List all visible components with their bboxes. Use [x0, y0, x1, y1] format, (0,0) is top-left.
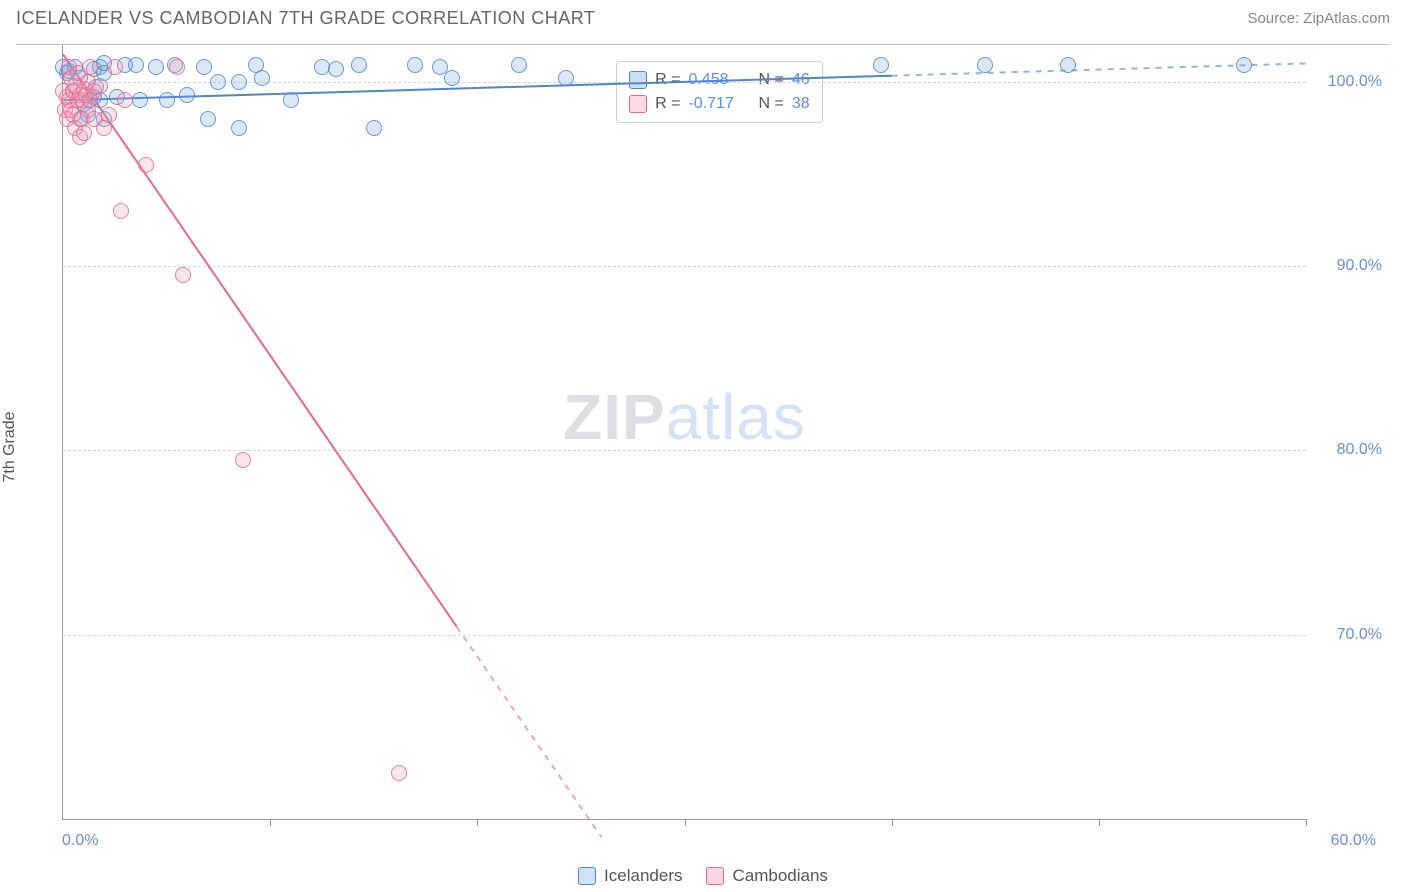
- data-point: [169, 59, 185, 75]
- x-tick: [892, 819, 893, 826]
- data-point: [235, 452, 251, 468]
- x-axis-max-label: 60.0%: [1331, 832, 1376, 850]
- data-point: [328, 61, 344, 77]
- data-point: [873, 57, 889, 73]
- x-tick: [685, 819, 686, 826]
- legend-item: Cambodians: [706, 866, 827, 886]
- data-point: [148, 59, 164, 75]
- data-point: [977, 57, 993, 73]
- data-point: [117, 92, 133, 108]
- data-point: [132, 92, 148, 108]
- data-point: [444, 70, 460, 86]
- data-point: [76, 125, 92, 141]
- data-point: [128, 57, 144, 73]
- data-point: [391, 765, 407, 781]
- data-point: [92, 78, 108, 94]
- data-point: [1236, 57, 1252, 73]
- legend-swatch: [578, 867, 596, 885]
- x-axis-min-label: 0.0%: [62, 832, 98, 850]
- legend-swatch: [706, 867, 724, 885]
- data-point: [196, 59, 212, 75]
- data-point: [1060, 57, 1076, 73]
- y-tick-label: 80.0%: [1314, 441, 1382, 459]
- data-point: [254, 70, 270, 86]
- y-tick-label: 100.0%: [1314, 73, 1382, 91]
- data-point: [159, 92, 175, 108]
- y-tick-label: 70.0%: [1314, 626, 1382, 644]
- data-point: [200, 111, 216, 127]
- data-point: [179, 87, 195, 103]
- data-point: [175, 267, 191, 283]
- data-point: [107, 59, 123, 75]
- chart-header: ICELANDER VS CAMBODIAN 7TH GRADE CORRELA…: [0, 0, 1406, 41]
- legend-item: Icelanders: [578, 866, 682, 886]
- x-tick: [1099, 819, 1100, 826]
- data-point: [558, 70, 574, 86]
- data-point: [210, 74, 226, 90]
- series-legend: Icelanders Cambodians: [0, 866, 1406, 886]
- x-tick: [1306, 819, 1307, 826]
- data-point: [511, 57, 527, 73]
- x-tick: [477, 819, 478, 826]
- y-axis-label: 7th Grade: [1, 411, 19, 482]
- trend-lines: [63, 45, 1306, 819]
- data-point: [231, 120, 247, 136]
- data-point: [231, 74, 247, 90]
- legend-label: Icelanders: [604, 866, 682, 886]
- plot-area: ZIPatlas R = 0.458N = 46R = -0.717N = 38…: [62, 45, 1306, 820]
- data-point: [366, 120, 382, 136]
- legend-label: Cambodians: [732, 866, 827, 886]
- y-tick-label: 90.0%: [1314, 257, 1382, 275]
- chart-source: Source: ZipAtlas.com: [1247, 10, 1390, 27]
- data-point: [113, 203, 129, 219]
- data-point: [101, 107, 117, 123]
- data-point: [407, 57, 423, 73]
- data-point: [283, 92, 299, 108]
- chart-area: 7th Grade ZIPatlas R = 0.458N = 46R = -0…: [16, 44, 1390, 848]
- data-point: [138, 157, 154, 173]
- data-point: [82, 59, 98, 75]
- chart-title: ICELANDER VS CAMBODIAN 7TH GRADE CORRELA…: [16, 8, 595, 29]
- data-point: [351, 57, 367, 73]
- x-tick: [270, 819, 271, 826]
